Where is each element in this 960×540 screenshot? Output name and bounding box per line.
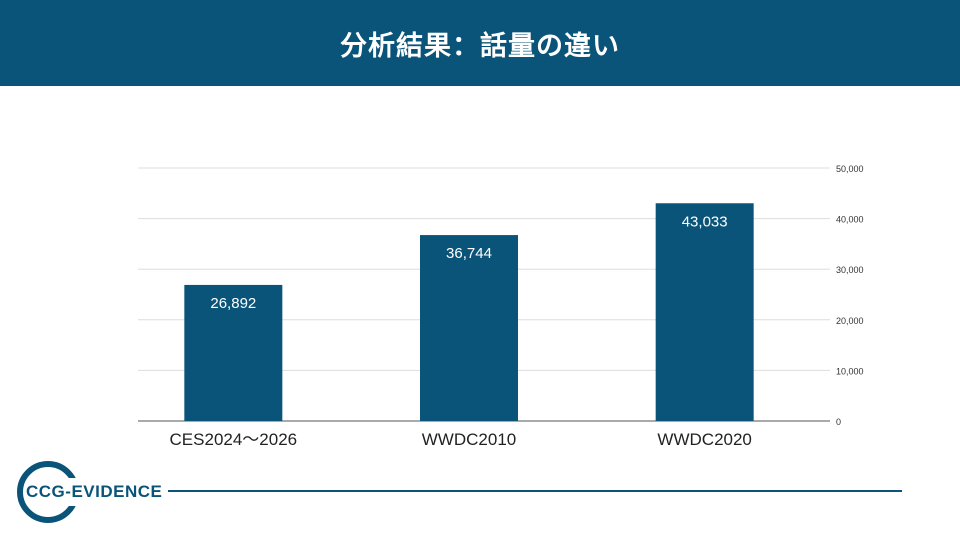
y-tick-label: 50,000 (836, 164, 864, 174)
page-title: 分析結果：話量の違い (340, 30, 620, 62)
y-tick-label: 10,000 (836, 366, 864, 376)
logo-text: CCG-EVIDENCE (26, 482, 163, 501)
header-bar: 分析結果：話量の違い (0, 0, 960, 86)
y-tick-label: 0 (836, 417, 841, 427)
data-label: 26,892 (210, 295, 256, 312)
x-tick-label: WWDC2010 (422, 430, 516, 449)
y-tick-label: 40,000 (836, 215, 864, 225)
bar (420, 235, 518, 421)
bar (655, 203, 754, 421)
logo-emblem-icon (17, 461, 80, 523)
y-tick-label: 20,000 (836, 316, 864, 326)
company-logo: CCG-EVIDENCE (16, 460, 166, 524)
footer-divider (168, 490, 902, 492)
x-tick-label: WWDC2020 (657, 430, 751, 449)
bar (184, 284, 283, 421)
data-label: 36,744 (446, 245, 492, 262)
data-label: 43,033 (682, 213, 728, 230)
x-tick-label: CES2024～2026 (170, 430, 298, 449)
y-tick-label: 30,000 (836, 265, 864, 275)
